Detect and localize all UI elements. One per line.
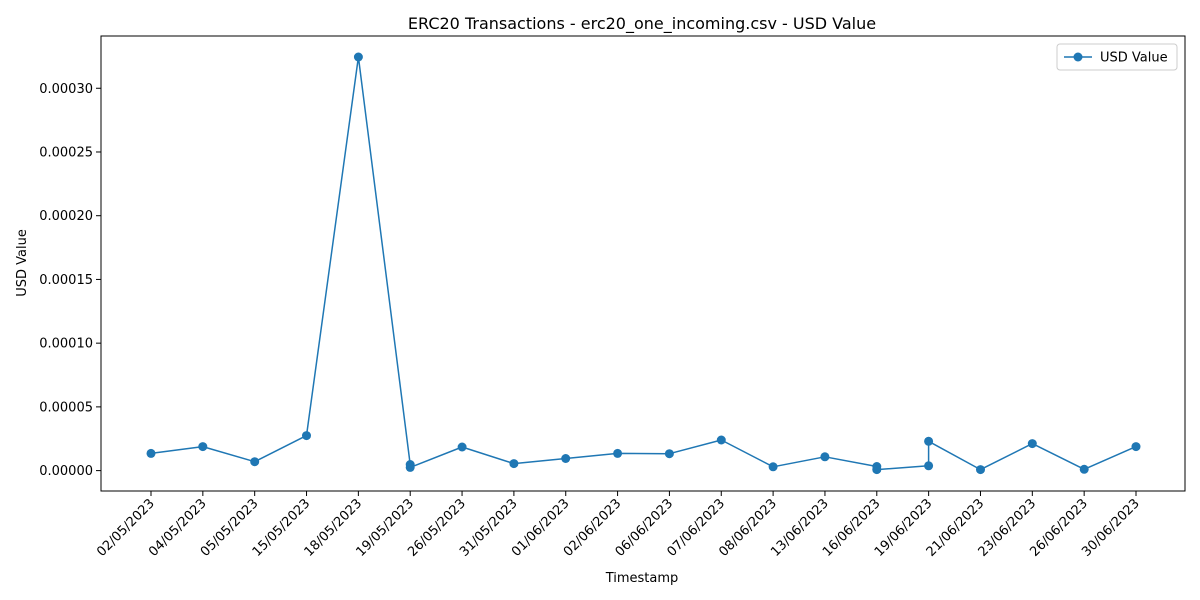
legend-box [1056,43,1178,71]
y-axis-label: USD Value [15,229,30,297]
data-point [1027,439,1037,449]
data-point [250,457,260,467]
chart-title: ERC20 Transactions - erc20_one_incoming.… [408,14,876,34]
y-axis: 0.00000 0.00005 0.00010 0.00015 0.00020 0.000… [39,82,101,479]
data-point [664,449,674,459]
legend: USD Value [1056,43,1178,71]
data-point [820,452,830,462]
legend-marker [1073,52,1083,62]
data-point [976,465,985,475]
data-point [146,448,156,458]
data-point [924,436,934,446]
data-point [198,442,208,452]
data-point [561,454,571,463]
data-point [353,52,363,62]
y-tick-label: 0.00030 [39,82,93,97]
y-tick-label: 0.00000 [39,464,93,479]
x-axis-label: Timestamp [605,571,679,586]
data-point [768,462,778,472]
x-axis: 02/05/202304/05/202305/05/202315/05/2023… [94,491,1143,560]
data-point [405,462,415,472]
series-line [150,56,1137,471]
plot-area-frame [100,35,1186,492]
series-layer [146,52,1141,475]
y-tick-label: 0.00005 [39,400,93,415]
y-tick-label: 0.00015 [39,273,93,288]
data-point [1131,442,1141,452]
data-point [509,459,519,469]
y-tick-label: 0.00010 [39,337,93,352]
data-point [302,431,311,441]
y-tick-label: 0.00020 [39,209,93,224]
data-point [716,435,726,445]
legend-label: USD Value [1100,51,1168,66]
data-point [872,465,882,475]
data-point [457,442,467,452]
data-point [613,448,623,458]
data-point [924,461,934,471]
data-point [1079,464,1089,474]
y-tick-label: 0.00025 [39,145,93,160]
